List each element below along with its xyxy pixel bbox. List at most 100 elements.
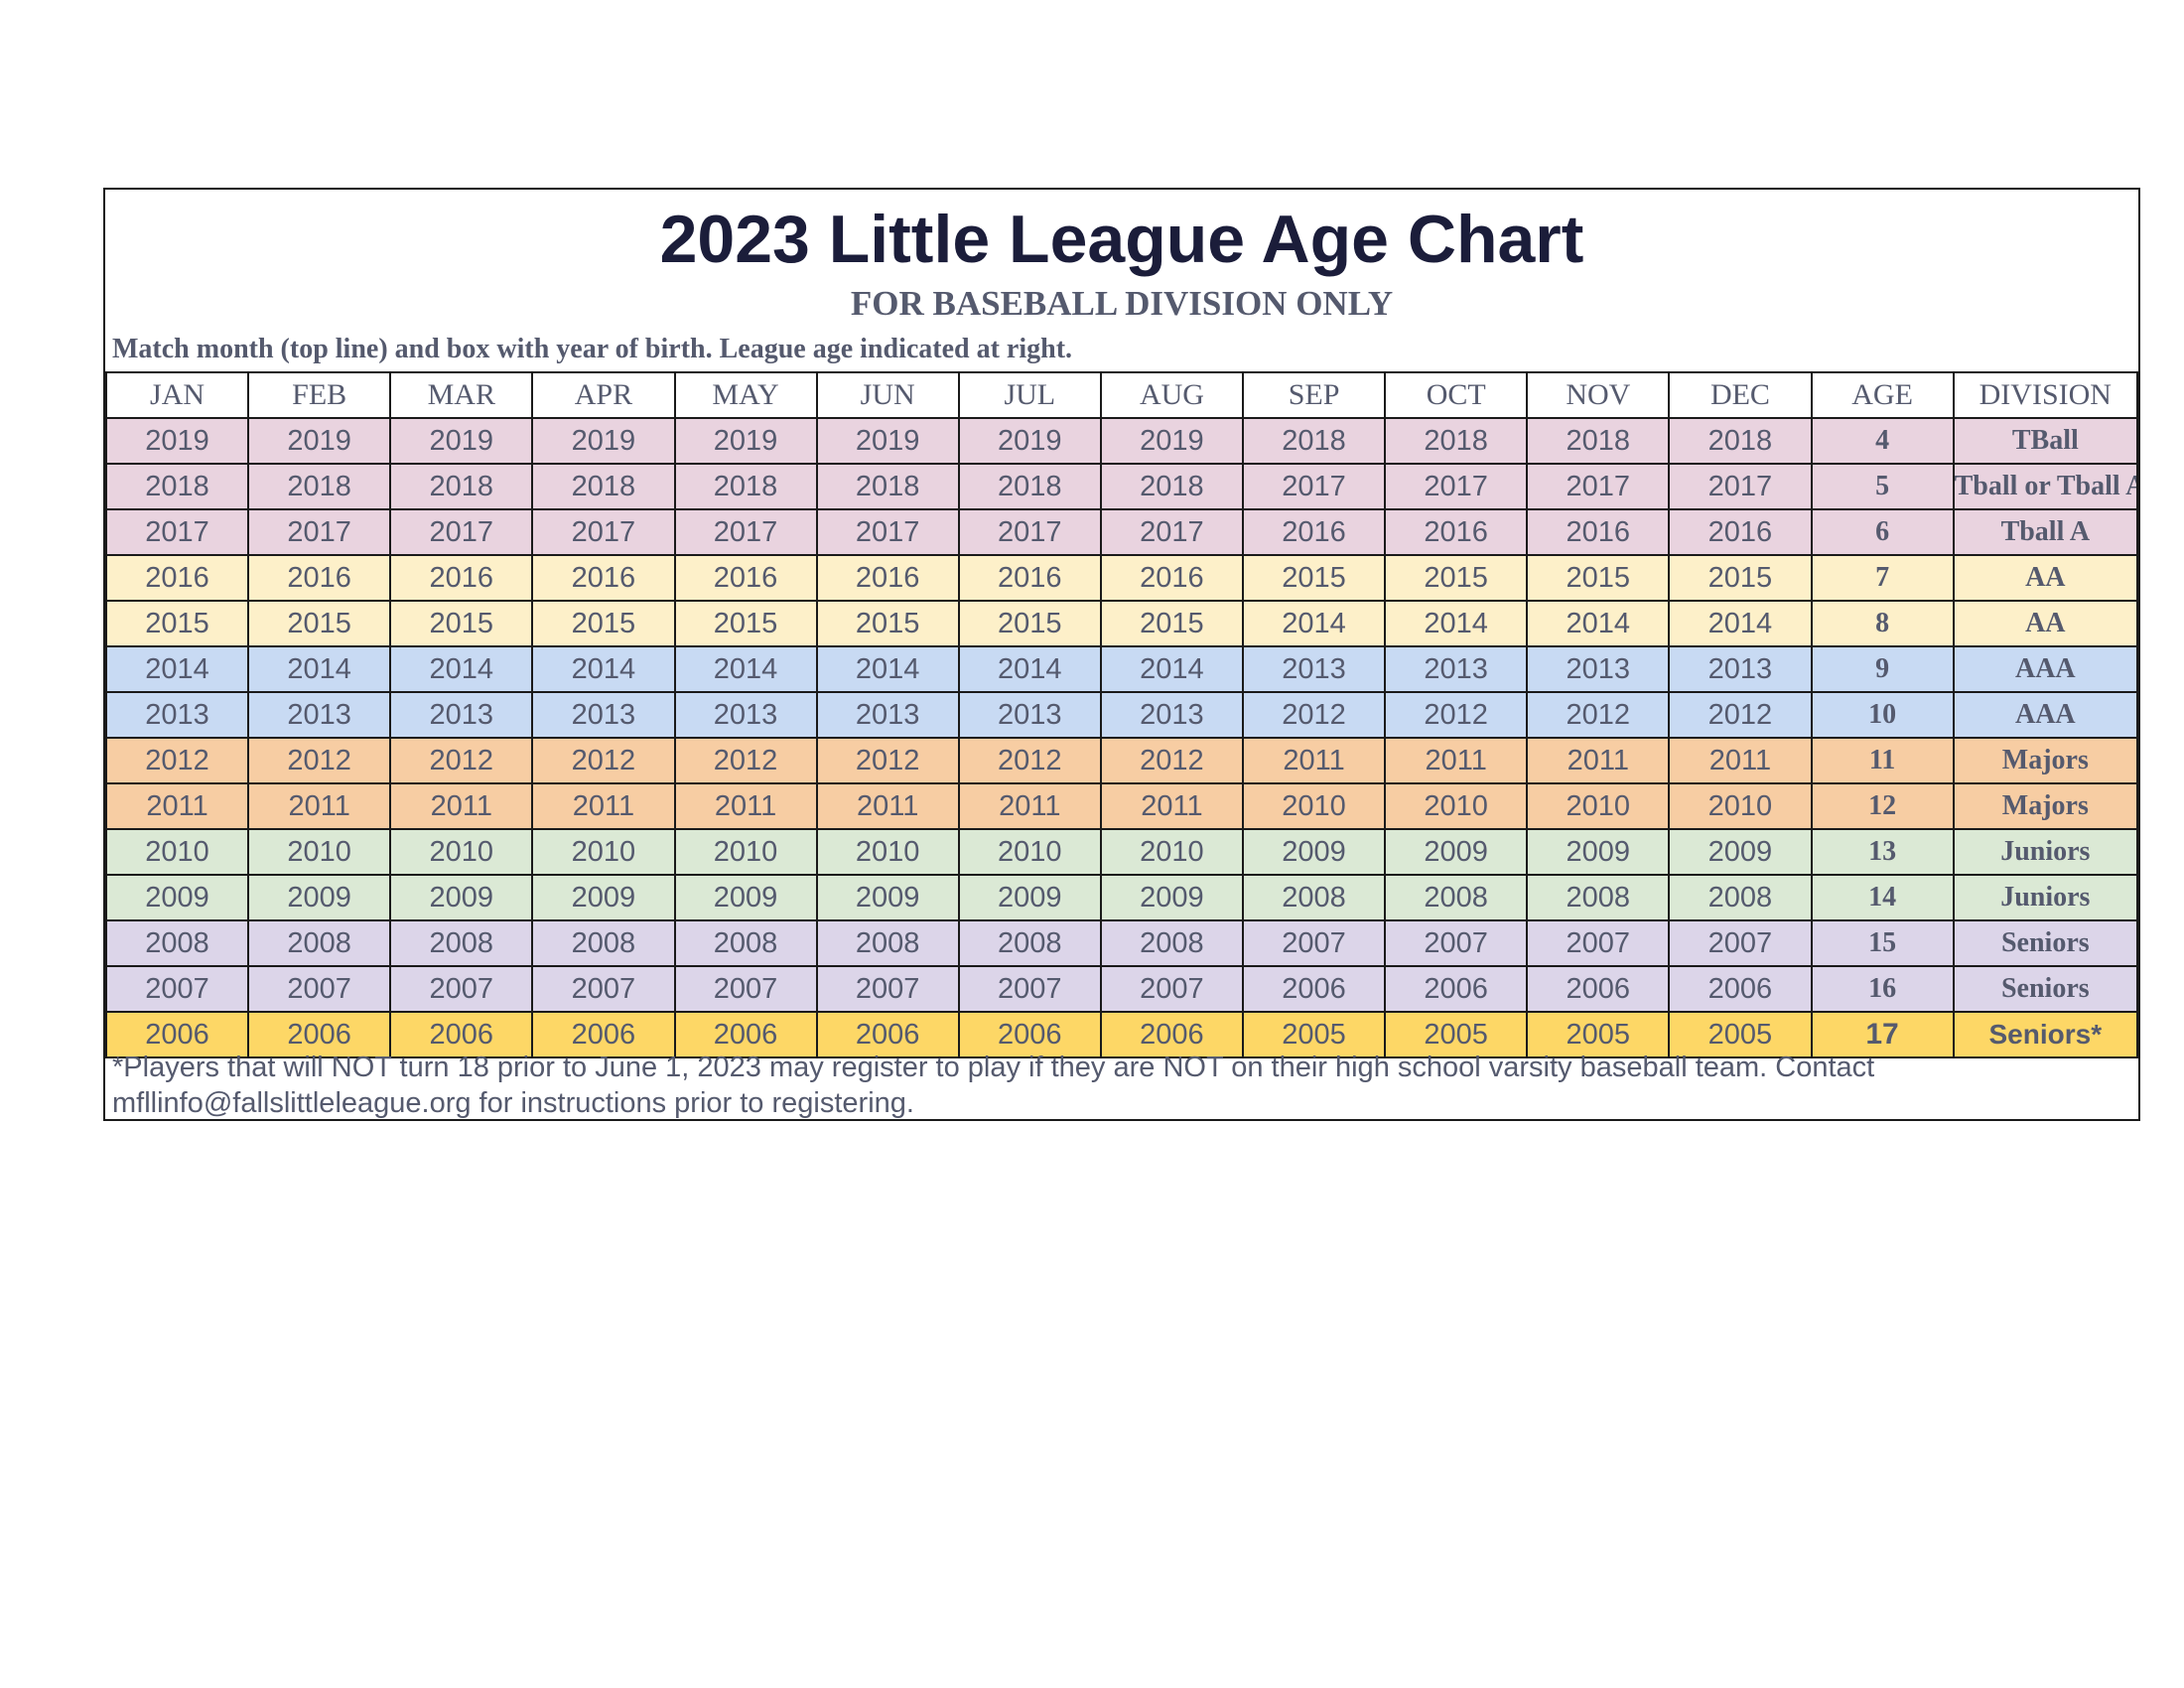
table-row: 2012 2012 2012 2012 2012 2012 2012 2012 2011 2011… [104,737,2139,784]
birth-year-cell: 2006 [1384,965,1529,1013]
league-age-cell: 7 [1810,554,1955,602]
birth-year-cell: 2013 [104,691,250,739]
birth-year-cell: 2017 [1384,463,1529,510]
birth-year-cell: 2013 [673,691,818,739]
birth-year-cell: 2011 [673,782,818,830]
birth-year-cell: 2010 [673,828,818,876]
birth-year-cell: 2012 [957,737,1102,784]
birth-year-cell: 2009 [531,874,676,921]
birth-year-cell: 2014 [389,645,534,693]
birth-year-cell: 2019 [531,417,676,465]
birth-year-cell: 2015 [1668,554,1813,602]
birth-year-cell: 2016 [531,554,676,602]
birth-year-cell: 2011 [1384,737,1529,784]
birth-year-cell: 2011 [389,782,534,830]
birth-year-cell: 2017 [815,508,960,556]
birth-year-cell: 2015 [1384,554,1529,602]
birth-year-cell: 2017 [389,508,534,556]
birth-year-cell: 2018 [389,463,534,510]
table-row: 2009 2009 2009 2009 2009 2009 2009 2009 2008 2008… [104,874,2139,921]
league-age-cell: 6 [1810,508,1955,556]
column-header: SEP [1241,371,1387,419]
birth-year-cell: 2007 [1668,919,1813,967]
birth-year-cell: 2013 [1384,645,1529,693]
birth-year-cell: 2009 [1384,828,1529,876]
birth-year-cell: 2013 [1526,645,1671,693]
birth-year-cell: 2008 [957,919,1102,967]
column-header: AUG [1099,371,1245,419]
league-age-cell: 11 [1810,737,1955,784]
league-age-cell: 13 [1810,828,1955,876]
birth-year-cell: 2008 [1668,874,1813,921]
division-cell: Seniors* [1952,1011,2139,1058]
birth-year-cell: 2012 [815,737,960,784]
birth-year-cell: 2014 [1099,645,1245,693]
birth-year-cell: 2013 [389,691,534,739]
birth-year-cell: 2010 [531,828,676,876]
birth-year-cell: 2009 [389,874,534,921]
birth-year-cell: 2005 [1668,1011,1813,1058]
table-row: 2016 2016 2016 2016 2016 2016 2016 2016 2015 2015… [104,554,2139,602]
division-cell: AAA [1952,645,2139,693]
birth-year-cell: 2012 [1668,691,1813,739]
birth-year-cell: 2017 [673,508,818,556]
birth-year-cell: 2014 [673,645,818,693]
table-row: 2011 2011 2011 2011 2011 2011 2011 2011 2010 2010… [104,782,2139,830]
birth-year-cell: 2017 [247,508,392,556]
birth-year-cell: 2012 [389,737,534,784]
birth-year-cell: 2010 [815,828,960,876]
birth-year-cell: 2010 [1099,828,1245,876]
birth-year-cell: 2008 [1099,919,1245,967]
birth-year-cell: 2014 [1384,600,1529,647]
table-row: 2006 2006 2006 2006 2006 2006 2006 2006 2005 2005… [104,1011,2139,1058]
birth-year-cell: 2007 [1241,919,1387,967]
birth-year-cell: 2014 [815,645,960,693]
birth-year-cell: 2010 [1526,782,1671,830]
birth-year-cell: 2013 [531,691,676,739]
birth-year-cell: 2006 [531,1011,676,1058]
birth-year-cell: 2006 [815,1011,960,1058]
birth-year-cell: 2011 [1099,782,1245,830]
birth-year-cell: 2019 [104,417,250,465]
birth-year-cell: 2007 [531,965,676,1013]
column-header: DIVISION [1952,371,2139,419]
birth-year-cell: 2017 [1099,508,1245,556]
division-cell: Seniors [1952,919,2139,967]
birth-year-cell: 2007 [1526,919,1671,967]
birth-year-cell: 2011 [1526,737,1671,784]
league-age-cell: 8 [1810,600,1955,647]
age-table: JAN FEB MAR APR MAY JUN JUL AUG SEP OCT NOV DEC AGE D… [104,371,2139,1058]
birth-year-cell: 2015 [104,600,250,647]
subtitle: FOR BASEBALL DIVISION ONLY [850,284,1394,323]
birth-year-cell: 2015 [1099,600,1245,647]
birth-year-cell: 2006 [1099,1011,1245,1058]
league-age-cell: 4 [1810,417,1955,465]
birth-year-cell: 2016 [1384,508,1529,556]
birth-year-cell: 2014 [247,645,392,693]
birth-year-cell: 2008 [389,919,534,967]
birth-year-cell: 2019 [815,417,960,465]
birth-year-cell: 2007 [104,965,250,1013]
birth-year-cell: 2011 [1241,737,1387,784]
birth-year-cell: 2011 [957,782,1102,830]
column-header: APR [531,371,676,419]
birth-year-cell: 2010 [247,828,392,876]
birth-year-cell: 2018 [531,463,676,510]
birth-year-cell: 2017 [1526,463,1671,510]
birth-year-cell: 2007 [957,965,1102,1013]
birth-year-cell: 2007 [389,965,534,1013]
birth-year-cell: 2012 [1526,691,1671,739]
birth-year-cell: 2009 [957,874,1102,921]
birth-year-cell: 2017 [1241,463,1387,510]
birth-year-cell: 2007 [247,965,392,1013]
birth-year-cell: 2006 [957,1011,1102,1058]
birth-year-cell: 2015 [1241,554,1387,602]
birth-year-cell: 2018 [1241,417,1387,465]
birth-year-cell: 2008 [104,919,250,967]
birth-year-cell: 2007 [673,965,818,1013]
birth-year-cell: 2016 [815,554,960,602]
birth-year-cell: 2012 [673,737,818,784]
birth-year-cell: 2018 [1099,463,1245,510]
league-age-cell: 14 [1810,874,1955,921]
birth-year-cell: 2015 [815,600,960,647]
